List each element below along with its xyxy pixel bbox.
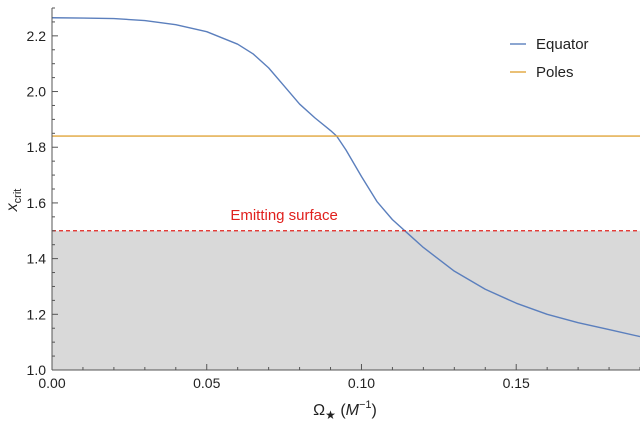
y-tick-label: 1.2 <box>27 306 47 322</box>
x-axis-title-unit-close: ) <box>372 402 377 419</box>
y-axis-title-sub: crit <box>12 189 24 204</box>
y-tick-label: 2.2 <box>27 28 47 44</box>
x-tick-label: 0.15 <box>503 375 530 391</box>
x-axis-title-main: Ω <box>313 402 325 419</box>
x-tick-label: 0.05 <box>193 375 220 391</box>
annotation-layer: Emitting surface <box>52 207 640 232</box>
emitting-surface-label: Emitting surface <box>230 207 338 224</box>
y-tick-label: 1.8 <box>27 139 47 155</box>
legend-label-equator: Equator <box>536 36 589 53</box>
x-tick-label: 0.00 <box>38 375 65 391</box>
y-tick-label: 1.4 <box>27 251 47 267</box>
y-axis-title: xcrit <box>4 189 24 213</box>
y-axis-title-main: x <box>4 202 21 212</box>
x-axis-title: Ω★ (M−1) <box>313 399 377 422</box>
y-tick-label: 1.0 <box>27 362 47 378</box>
ticks-layer: 0.00 0.05 0.10 0.15 1.0 1.2 1.4 1.6 1.8 2.0 2.2 <box>27 7 640 391</box>
y-tick-label: 1.6 <box>27 195 47 211</box>
x-tick-label: 0.10 <box>348 375 375 391</box>
legend: Equator Poles <box>510 36 589 81</box>
x-axis-title-unit-sup: −1 <box>359 399 372 411</box>
x-axis-title-unit-open: ( <box>336 402 346 419</box>
series-layer <box>51 17 640 338</box>
x-axis-title-unit-var: M <box>346 402 360 419</box>
x-axis-title-sub: ★ <box>325 408 336 422</box>
shaded-region-layer <box>52 230 640 370</box>
y-tick-label: 2.0 <box>27 84 47 100</box>
legend-label-poles: Poles <box>536 64 574 81</box>
shaded-region <box>52 230 640 370</box>
